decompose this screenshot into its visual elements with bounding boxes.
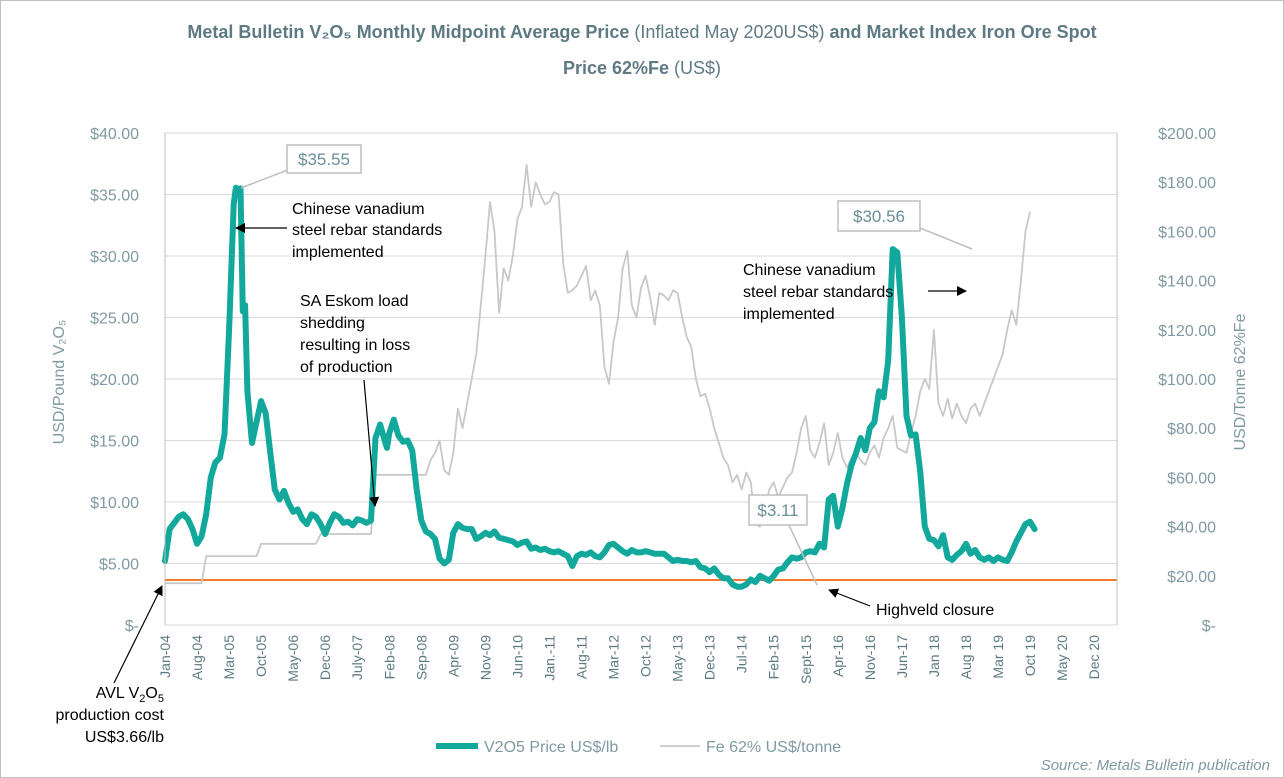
x-tick-label: Mar-05 xyxy=(221,635,237,680)
left-tick-label: $- xyxy=(125,618,139,635)
x-tick-label: May-06 xyxy=(285,635,301,682)
annotation-rebar-1: Chinese vanadium steel rebar standards i… xyxy=(235,201,442,261)
x-tick-label: Apr-16 xyxy=(830,635,846,677)
left-axis-label: USD/Pound V₂O₅ xyxy=(51,320,68,445)
right-tick-label: $180.00 xyxy=(1158,175,1216,192)
annotation-eskom-line1: SA Eskom load xyxy=(300,293,409,310)
annotation-eskom-line2: shedding xyxy=(300,315,365,332)
right-tick-label: $80.00 xyxy=(1167,421,1216,438)
title-bold-3: Price 62%Fe xyxy=(562,58,670,78)
annotation-avl-cost: AVL V2O5 production cost US$3.66/lb xyxy=(55,585,165,746)
x-tick-label: Feb-15 xyxy=(766,635,782,680)
chart-title-line1: Metal Bulletin V₂O₅ Monthly Midpoint Ave… xyxy=(0,22,1284,43)
left-tick-label: $25.00 xyxy=(90,311,139,328)
x-tick-label: Nov-16 xyxy=(862,635,878,680)
annotation-rebar-2-line3: implemented xyxy=(743,306,835,323)
x-tick-label: July-07 xyxy=(349,635,365,680)
callout-peak-1: $35.55 xyxy=(240,144,362,189)
title-light-2: (US$) xyxy=(674,58,722,78)
left-axis-ticks: $- $5.00 $10.00 $15.00 $20.00 $25.00 $30.00 $35… xyxy=(90,126,139,635)
x-tick-label: Aug-11 xyxy=(574,635,590,679)
right-tick-label: $160.00 xyxy=(1158,224,1216,241)
x-tick-label: Aug 18 xyxy=(958,635,974,680)
x-tick-label: Mar 19 xyxy=(990,635,1006,679)
x-axis-ticks: Jan-04 Aug-04 Mar-05 Oct-05 May-06 Dec-06 July… xyxy=(157,635,1102,684)
avl-cost-line1: AVL V2O5 xyxy=(96,685,164,705)
fe-price-line xyxy=(165,164,1031,585)
left-tick-label: $15.00 xyxy=(90,434,139,451)
right-tick-label: $120.00 xyxy=(1158,323,1216,340)
annotation-eskom-line3: resulting in loss xyxy=(300,337,410,354)
annotation-rebar-1-line1: Chinese vanadium xyxy=(292,201,425,218)
callout-peak-2: $30.56 xyxy=(837,200,973,250)
avl-cost-line2: production cost xyxy=(55,707,164,724)
x-tick-label: Apr-09 xyxy=(445,635,461,677)
source-note: Source: Metals Bulletin publication xyxy=(1041,757,1270,774)
x-tick-label: Jan.-11 xyxy=(541,635,557,681)
title-bold-2: and Market Index Iron Ore Spot xyxy=(829,22,1097,42)
annotation-rebar-2-line1: Chinese vanadium xyxy=(743,262,876,279)
x-tick-label: Jul-14 xyxy=(734,635,750,673)
x-tick-label: Mar-12 xyxy=(606,635,622,680)
left-tick-label: $5.00 xyxy=(99,557,139,574)
x-tick-label: Jan 18 xyxy=(926,635,942,677)
x-tick-label: Oct-05 xyxy=(253,635,269,677)
callout-low-label: $3.11 xyxy=(757,501,798,520)
x-tick-label: Dec-13 xyxy=(702,635,718,680)
annotation-eskom: SA Eskom load shedding resulting in loss… xyxy=(300,293,410,507)
x-tick-label: Dec 20 xyxy=(1086,635,1102,680)
annotation-rebar-1-line2: steel rebar standards xyxy=(292,222,442,239)
left-tick-label: $10.00 xyxy=(90,495,139,512)
right-tick-label: $20.00 xyxy=(1167,569,1216,586)
annotation-rebar-2-line2: steel rebar standards xyxy=(743,284,893,301)
legend-label-fe: Fe 62% US$/tonne xyxy=(706,739,841,756)
right-tick-label: $40.00 xyxy=(1167,520,1216,537)
x-tick-label: Oct 19 xyxy=(1022,635,1038,676)
x-tick-label: Jun-10 xyxy=(509,635,525,678)
x-tick-label: Aug-04 xyxy=(189,635,205,680)
right-tick-label: $200.00 xyxy=(1158,126,1216,143)
annotation-highveld: Highveld closure xyxy=(828,588,994,619)
callout-peak-2-label: $30.56 xyxy=(853,207,905,226)
annotation-eskom-line4: of production xyxy=(300,359,393,376)
x-tick-label: Jun-17 xyxy=(894,635,910,678)
right-axis-label: USD/Tonne 62%Fe xyxy=(1232,313,1249,450)
right-tick-label: $60.00 xyxy=(1167,470,1216,487)
annotation-highveld-line1: Highveld closure xyxy=(876,602,994,619)
v2o5-price-line xyxy=(162,184,1038,590)
callout-peak-1-label: $35.55 xyxy=(298,150,350,169)
x-tick-label: Feb-08 xyxy=(381,635,397,680)
right-axis-ticks: $- $20.00 $40.00 $60.00 $80.00 $100.00 $120.00… xyxy=(1158,126,1216,635)
title-bold-1: Metal Bulletin V₂O₅ Monthly Midpoint Ave… xyxy=(187,22,630,42)
avl-cost-line3: US$3.66/lb xyxy=(85,729,164,746)
x-tick-label: Dec-06 xyxy=(317,635,333,680)
right-tick-label: $140.00 xyxy=(1158,274,1216,291)
x-tick-label: Sep-08 xyxy=(413,635,429,680)
annotation-rebar-1-line3: implemented xyxy=(292,244,384,261)
right-tick-label: $- xyxy=(1202,618,1216,635)
legend-label-v2o5: V2O5 Price US$/lb xyxy=(484,739,618,756)
gridlines xyxy=(165,132,1117,626)
left-tick-label: $35.00 xyxy=(90,188,139,205)
legend: V2O5 Price US$/lb Fe 62% US$/tonne xyxy=(436,739,841,756)
title-light-1: (Inflated May 2020US$) xyxy=(634,22,825,42)
left-tick-label: $30.00 xyxy=(90,249,139,266)
annotation-rebar-2: Chinese vanadium steel rebar standards i… xyxy=(743,262,967,323)
right-tick-label: $100.00 xyxy=(1158,372,1216,389)
x-tick-label: Oct-12 xyxy=(638,635,654,677)
x-tick-label: Sept-15 xyxy=(798,635,814,684)
callout-low: $3.11 xyxy=(748,494,818,586)
x-tick-label: Nov-09 xyxy=(477,635,493,680)
left-tick-label: $20.00 xyxy=(90,372,139,389)
x-tick-label: May-13 xyxy=(670,635,686,682)
x-tick-label: Jan-04 xyxy=(157,635,173,678)
left-tick-label: $40.00 xyxy=(90,126,139,143)
x-tick-label: May 20 xyxy=(1054,635,1070,681)
chart-title-line2: Price 62%Fe (US$) xyxy=(0,58,1284,79)
